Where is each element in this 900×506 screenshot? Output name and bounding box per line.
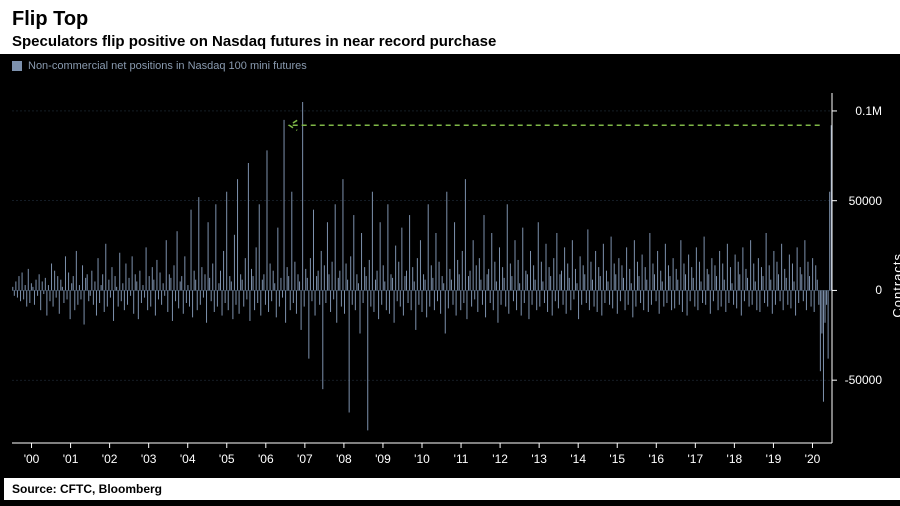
x-tick-label: '03 [141,452,157,466]
x-tick-label: '01 [63,452,79,466]
x-tick-label: '12 [492,452,508,466]
x-tick-label: '10 [414,452,430,466]
x-tick-label: '19 [766,452,782,466]
x-axis-labels: '00 '01 '02 '03 '04 '05 '06 '07 '08 '09 '10 '11 '12 '… [12,452,842,472]
legend: Non-commercial net positions in Nasdaq 1… [0,54,900,74]
x-tick-label: '13 [531,452,547,466]
x-tick-label: '18 [727,452,743,466]
chart-title: Flip Top [12,8,888,31]
chart-header: Flip Top Speculators flip positive on Na… [0,0,900,54]
x-tick-label: '05 [219,452,235,466]
y-tick-label: 0.1M [855,104,882,118]
x-tick-label: '00 [24,452,40,466]
x-tick-label: '08 [336,452,352,466]
x-tick-label: '11 [454,452,469,466]
legend-label: Non-commercial net positions in Nasdaq 1… [28,60,307,72]
x-tick-label: '14 [570,452,586,466]
y-tick-label: 0 [875,283,882,297]
y-axis-title: Contracts [891,253,900,318]
y-tick-label: 50000 [849,194,882,208]
source-attribution: Source: CFTC, Bloomberg [4,478,900,500]
x-tick-label: '02 [102,452,118,466]
y-tick-label: -50000 [845,373,882,387]
x-tick-label: '06 [258,452,274,466]
x-tick-label: '17 [688,452,704,466]
legend-swatch [12,61,22,71]
x-tick-label: '15 [609,452,625,466]
x-tick-label: '07 [297,452,313,466]
x-tick-label: '16 [648,452,664,466]
chart-svg [12,88,842,448]
x-tick-label: '09 [375,452,391,466]
x-tick-label: '20 [805,452,821,466]
y-axis-labels: -50000 0 50000 0.1M [842,88,882,448]
chart-subtitle: Speculators flip positive on Nasdaq futu… [12,33,888,50]
x-tick-label: '04 [180,452,196,466]
